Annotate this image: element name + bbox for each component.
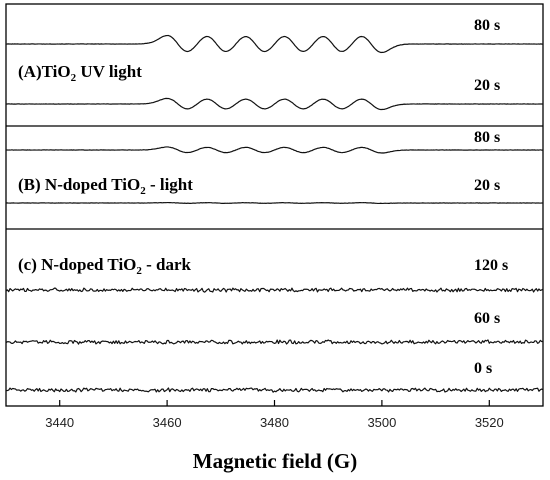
- trace-panel-c-60s: [5, 339, 544, 345]
- trace-panel-a-20s: [5, 97, 544, 111]
- panel-a-label: (A)TiO2 UV light: [18, 62, 142, 84]
- x-axis-title: Magnetic field (G): [193, 449, 357, 473]
- x-tick-label: 3480: [260, 415, 289, 430]
- time-label-a-20s: 20 s: [474, 77, 500, 94]
- trace-panel-b-20s: [5, 201, 544, 205]
- time-label-c-60s: 60 s: [474, 310, 500, 327]
- x-axis: 3440 3460 3480 3500 3520: [45, 400, 504, 430]
- x-tick-label: 3440: [45, 415, 74, 430]
- x-tick-label: 3460: [153, 415, 182, 430]
- trace-panel-b-80s: [5, 146, 544, 154]
- time-label-c-120s: 120 s: [474, 257, 508, 274]
- time-label-b-80s: 80 s: [474, 129, 500, 146]
- trace-group: [5, 34, 544, 393]
- time-label-c-0s: 0 s: [474, 360, 492, 377]
- panel-c-label: (c) N-doped TiO2 - dark: [18, 255, 192, 277]
- x-tick-label: 3500: [367, 415, 396, 430]
- time-label-b-20s: 20 s: [474, 177, 500, 194]
- x-tick-label: 3520: [475, 415, 504, 430]
- trace-panel-a-80s: [5, 34, 544, 54]
- time-label-a-80s: 80 s: [474, 17, 500, 34]
- panel-b-label: (B) N-doped TiO2 - light: [18, 175, 193, 197]
- trace-panel-c-0s: [5, 387, 544, 393]
- trace-panel-c-120s: [5, 287, 544, 293]
